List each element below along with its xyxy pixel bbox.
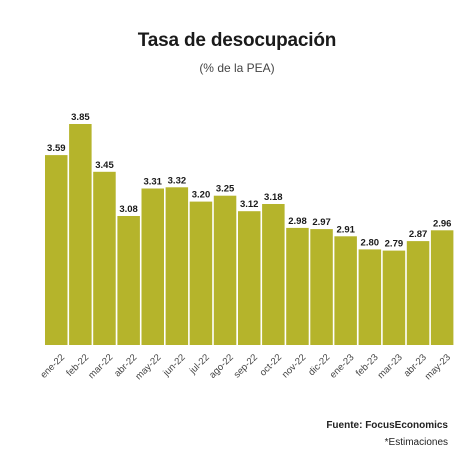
x-tick-label-jun-22: jun-22 (161, 352, 188, 379)
data-label-ene-23: 2.91 (336, 224, 355, 235)
x-tick-label-mar-23: mar-23 (376, 352, 405, 381)
chart-subtitle: (% de la PEA) (199, 61, 275, 75)
bar-may-23 (430, 230, 454, 345)
bar-oct-22 (262, 204, 285, 345)
data-label-may-23: 2.96 (433, 218, 452, 229)
x-tick-label-ene-23: ene-23 (328, 352, 357, 381)
data-label-may-22: 3.31 (143, 177, 162, 188)
data-label-abr-22: 3.08 (119, 204, 138, 215)
data-label-feb-22: 3.85 (71, 112, 90, 123)
bar-nov-22 (286, 227, 309, 345)
data-label-ago-22: 3.25 (216, 184, 235, 195)
bar-ene-22 (45, 155, 68, 345)
data-label-abr-23: 2.87 (409, 229, 428, 240)
data-label-dic-22: 2.97 (312, 217, 331, 228)
data-label-mar-23: 2.79 (385, 239, 404, 250)
estimates-note: *Estimaciones (384, 437, 448, 448)
bar-abr-23 (406, 241, 430, 345)
data-label-jul-22: 3.20 (192, 190, 211, 201)
x-tick-label-mar-22: mar-22 (86, 352, 115, 381)
bar-feb-22 (69, 124, 92, 345)
bar-ago-22 (213, 195, 237, 345)
x-tick-label-ene-22: ene-22 (38, 352, 67, 381)
bar-ene-23 (334, 236, 357, 345)
data-label-sep-22: 3.12 (240, 199, 259, 210)
data-label-mar-22: 3.45 (95, 160, 114, 171)
bar-abr-22 (117, 216, 140, 345)
x-tick-label-ago-22: ago-22 (207, 352, 236, 381)
bar-jun-22 (165, 187, 189, 345)
x-tick-label-may-22: may-22 (133, 352, 163, 382)
bar-sep-22 (238, 211, 261, 345)
data-label-nov-22: 2.98 (288, 216, 307, 227)
data-label-feb-23: 2.80 (361, 237, 380, 248)
bar-feb-23 (358, 249, 382, 345)
chart-title: Tasa de desocupación (137, 30, 337, 51)
bar-mar-23 (382, 250, 406, 345)
x-tick-label-may-23: may-23 (423, 352, 453, 382)
x-tick-label-nov-22: nov-22 (280, 352, 308, 380)
source-note: Fuente: FocusEconomics (326, 420, 448, 431)
bar-dic-22 (310, 229, 333, 345)
x-tick-label-oct-22: oct-22 (258, 352, 284, 378)
bar-jul-22 (189, 201, 213, 345)
data-label-jun-22: 3.32 (168, 175, 187, 186)
x-tick-label-sep-22: sep-22 (232, 352, 260, 380)
data-label-ene-22: 3.59 (47, 143, 66, 154)
bar-mar-22 (93, 171, 116, 345)
data-label-oct-22: 3.18 (264, 192, 283, 203)
bar-may-22 (141, 188, 164, 345)
